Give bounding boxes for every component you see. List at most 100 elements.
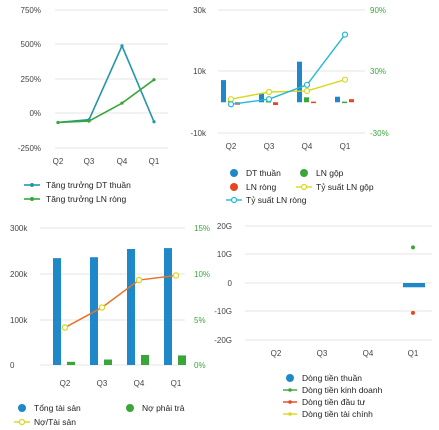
legend-label[interactable]: Tổng tài sản [34,403,81,413]
y-tick-label: 10G [217,250,232,259]
legend-label[interactable]: DT thuần [246,168,281,178]
x-tick-label: Q3 [264,142,275,151]
y2-tick-label: 90% [370,6,386,15]
bar [104,359,112,365]
data-point [135,276,143,284]
y2-tick-label: 0% [194,361,206,370]
y-tick-label: 0% [29,109,41,118]
data-point [120,44,124,48]
bar [349,99,354,103]
y-tick-label: 10k [193,67,207,76]
x-tick-label: Q1 [408,349,419,358]
x-tick-label: Q4 [302,142,313,151]
bar [304,97,309,103]
data-point [152,120,156,124]
y-tick-label: 30k [193,6,207,15]
bar [53,258,61,365]
legend-marker [286,374,294,382]
data-point [411,310,415,315]
data-point [265,96,273,103]
series-line [230,34,346,105]
legend-label[interactable]: Dòng tiền đầu tư [302,397,366,407]
legend-label[interactable]: Nợ/Tài sản [34,417,76,427]
y-tick-label: -20G [214,336,232,345]
data-point [172,272,180,279]
legend-label[interactable]: Dòng tiền thuần [302,373,362,383]
bar [259,93,264,103]
y2-tick-label: 15% [194,224,210,233]
legend-marker [30,183,34,187]
x-tick-label: Q2 [226,142,237,151]
x-tick-label: Q1 [149,157,160,166]
legend-marker [300,183,308,191]
bar [67,361,75,365]
x-tick-label: Q4 [117,157,128,166]
legend-label[interactable]: Tăng trưởng LN ròng [46,194,127,204]
y-tick-label: 500% [21,40,41,49]
legend-marker [126,404,134,412]
y-tick-label: 0 [228,279,233,288]
y-tick-label: 20G [217,222,232,231]
legend-marker [288,400,292,404]
legend-marker [30,197,34,201]
bar [311,101,316,104]
y-tick-label: 100k [10,316,28,325]
legend-label[interactable]: LN gộp [316,168,344,178]
bar [273,102,278,106]
y-tick-label: -250% [18,144,41,153]
data-point [303,81,311,88]
data-point [87,119,91,123]
legend-marker [230,183,238,191]
data-point [61,324,69,331]
y2-tick-label: 5% [194,316,206,325]
bar [297,61,302,103]
bar [342,101,347,104]
legend-marker [230,196,238,204]
data-point [341,31,349,38]
bar [178,355,186,365]
series-line [230,79,346,100]
y-tick-label: 200k [10,270,28,279]
x-tick-label: Q2 [60,379,71,388]
legend-label[interactable]: Tăng trưởng DT thuần [46,180,131,190]
data-point [341,76,349,83]
legend-label[interactable]: Nợ phải trả [142,403,185,413]
data-point [120,101,124,105]
x-tick-label: Q3 [84,157,95,166]
bar [164,248,172,365]
x-tick-label: Q3 [97,379,108,388]
bar [403,283,425,288]
legend-marker [230,169,238,177]
legend-marker [300,169,308,177]
legend-label[interactable]: Tỷ suất LN ròng [246,195,307,205]
x-tick-label: Q4 [134,379,145,388]
bar [335,96,340,103]
legend-label[interactable]: Tỷ suất LN gộp [316,182,374,192]
x-tick-label: Q3 [317,349,328,358]
legend-marker [288,388,292,392]
y-tick-label: -10G [214,307,232,316]
y-tick-label: -10k [190,129,207,138]
data-point [265,88,273,96]
y-tick-label: 0 [10,361,15,370]
legend-marker [288,412,292,416]
x-tick-label: Q1 [340,142,351,151]
x-tick-label: Q1 [171,379,182,388]
data-point [152,78,156,82]
legend-label[interactable]: LN ròng [246,182,277,192]
data-point [227,96,235,103]
y-tick-label: 750% [21,6,41,15]
y2-tick-label: 10% [194,270,210,279]
legend-marker [18,418,26,426]
y2-tick-label: -30% [370,129,389,138]
legend-label[interactable]: Dòng tiền kinh doanh [302,385,383,395]
series-line [64,274,177,329]
legend-label[interactable]: Dòng tiền tài chính [302,409,373,419]
data-point [98,304,106,311]
bar [221,80,226,103]
bar [127,249,135,365]
data-point [411,245,415,250]
x-tick-label: Q4 [363,349,374,358]
x-tick-label: Q2 [53,157,64,166]
